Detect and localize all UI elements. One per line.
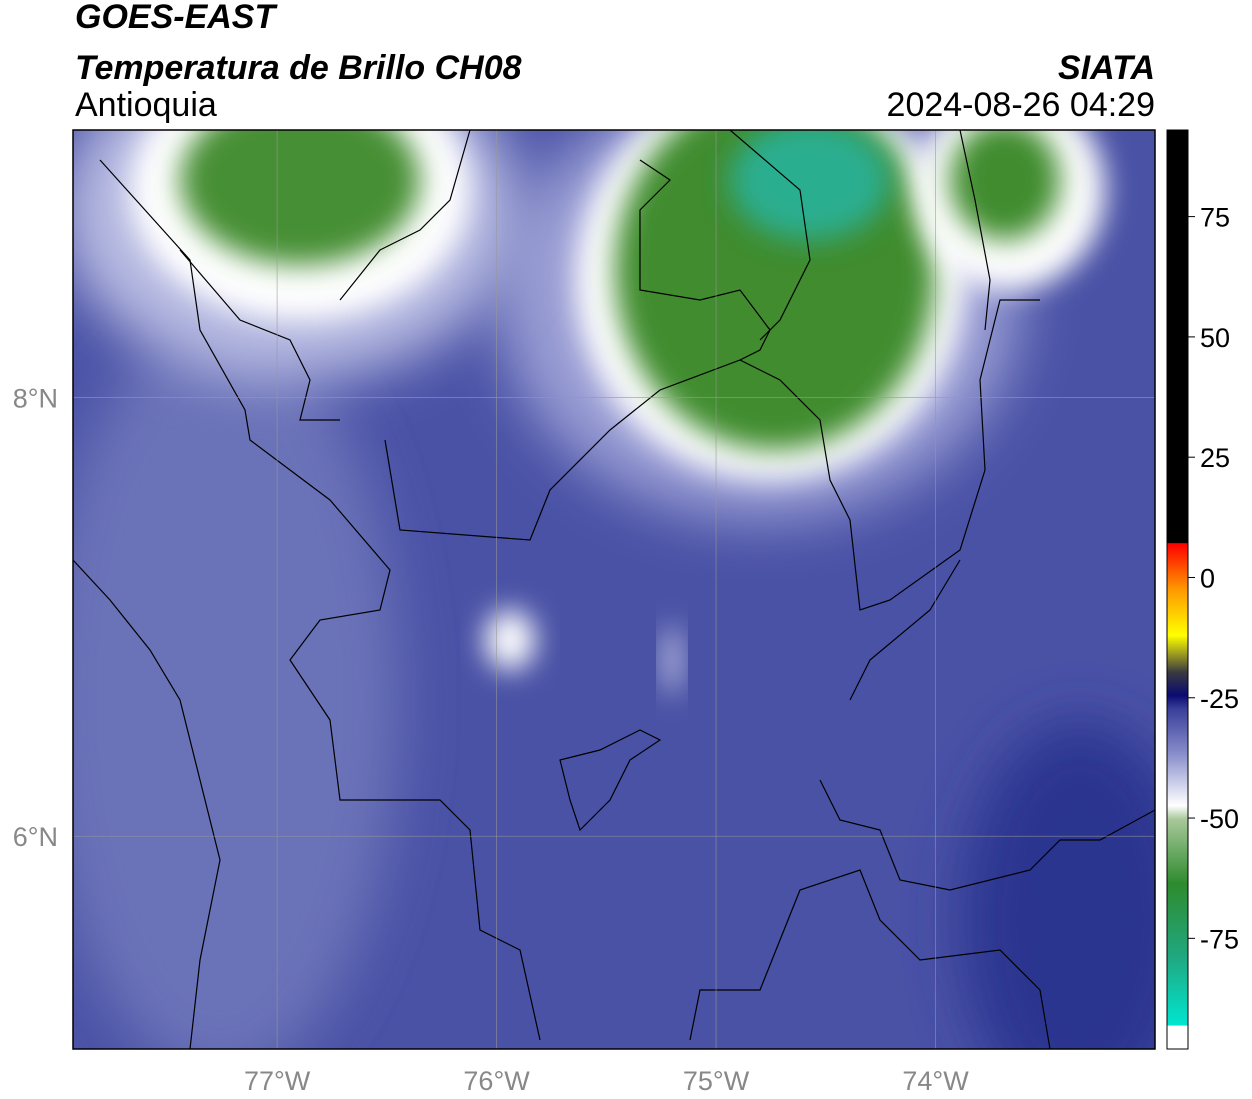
- map-frame: [72, 129, 1156, 1050]
- colorbar: [1166, 129, 1189, 1050]
- colorbar-tick-label: 25: [1200, 443, 1230, 473]
- y-tick-label: 6°N: [13, 822, 58, 852]
- subtitle: Temperatura de Brillo CH08: [75, 49, 522, 87]
- colorbar-tick-label: 0: [1200, 563, 1215, 593]
- datetime: 2024-08-26 04:29: [887, 86, 1155, 124]
- region: Antioquia: [75, 86, 217, 124]
- x-tick-label: 76°W: [463, 1066, 530, 1096]
- graticule: [73, 130, 1155, 1049]
- colorbar-tick-label: -50: [1200, 804, 1239, 834]
- x-tick-label: 75°W: [683, 1066, 750, 1096]
- map-image: [73, 130, 1155, 1049]
- title: GOES-EAST: [75, 0, 278, 36]
- x-tick-label: 77°W: [244, 1066, 311, 1096]
- colorbar-tick-label: 75: [1200, 203, 1230, 233]
- x-tick-label: 74°W: [902, 1066, 969, 1096]
- colorbar-tick-label: -25: [1200, 684, 1239, 714]
- source: SIATA: [1058, 49, 1155, 87]
- y-tick-label: 8°N: [13, 384, 58, 414]
- colorbar-tick-label: 50: [1200, 323, 1230, 353]
- colorbar-tick-label: -75: [1200, 924, 1239, 954]
